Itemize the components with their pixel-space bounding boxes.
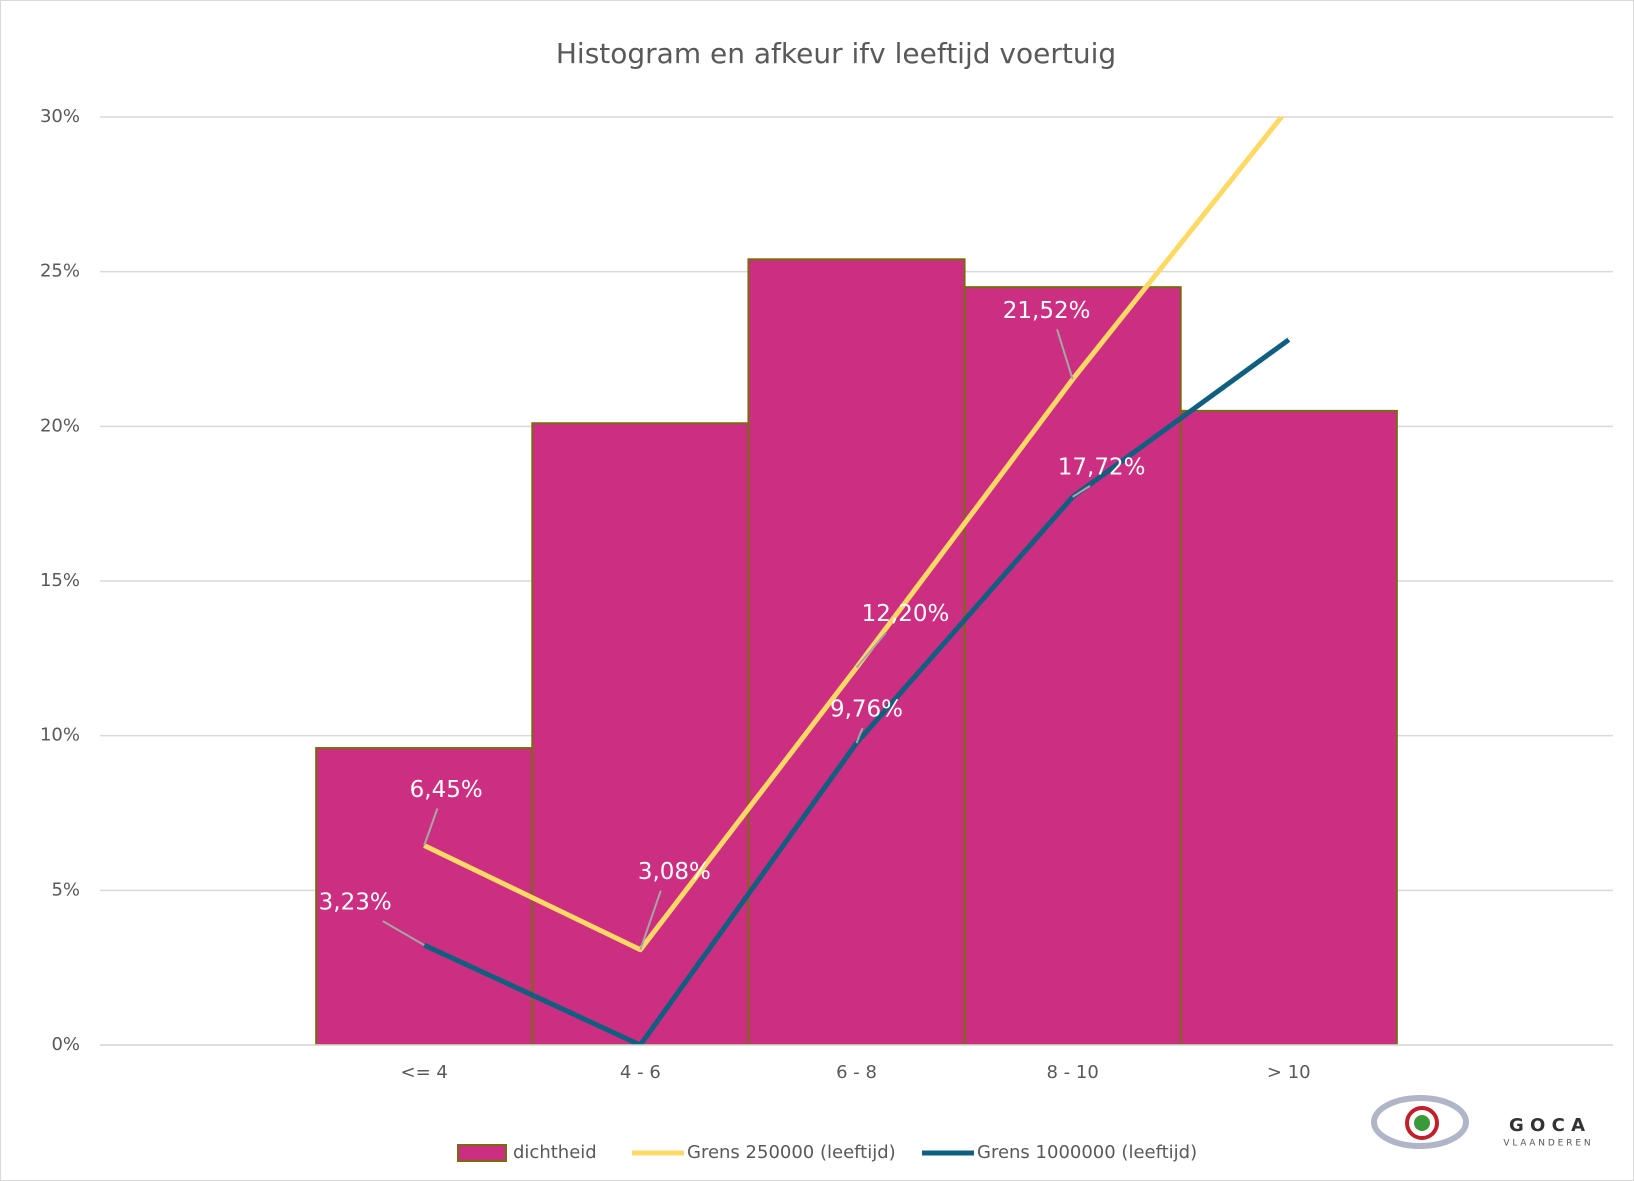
x-tick-label: > 10 <box>1267 1062 1311 1083</box>
legend-label: Grens 250000 (leeftijd) <box>687 1142 896 1163</box>
bar <box>1179 409 1398 1045</box>
logo-text: G O C A <box>1509 1115 1585 1136</box>
leader-line <box>639 890 662 951</box>
logo-sub: V L A A N D E R E N <box>1503 1139 1590 1149</box>
y-tick-label: 10% <box>40 725 80 746</box>
data-label: 3,23% <box>319 890 392 916</box>
leader-line <box>855 727 864 744</box>
data-label: 3,08% <box>638 859 711 885</box>
leader-line <box>423 808 439 846</box>
y-tick-label: 30% <box>40 106 80 127</box>
plot-area <box>315 117 1398 1045</box>
y-tick-label: 0% <box>51 1034 80 1055</box>
chart-title: Histogram en afkeur ifv leeftijd voertui… <box>556 37 1116 70</box>
y-tick-label: 5% <box>51 879 80 900</box>
data-label: 17,72% <box>1058 454 1146 480</box>
y-tick-label: 20% <box>40 415 80 436</box>
x-tick-label: 8 - 10 <box>1046 1062 1098 1083</box>
data-label: 12,20% <box>862 601 950 627</box>
logo: G O C A V L A A N D E R E N <box>1371 1095 1591 1149</box>
bar <box>963 286 1182 1045</box>
bar <box>747 258 966 1045</box>
x-tick-label: <= 4 <box>401 1062 448 1083</box>
logo-pupil <box>1414 1115 1430 1131</box>
leader-line <box>855 631 887 669</box>
legend-swatch <box>457 1144 507 1162</box>
legend-label: dichtheid <box>513 1142 597 1163</box>
data-label: 21,52% <box>1003 298 1091 324</box>
leader-line <box>1056 329 1074 380</box>
data-label: 6,45% <box>410 777 483 803</box>
leader-line <box>1072 485 1091 498</box>
leader-line <box>382 920 425 946</box>
y-tick-label: 25% <box>40 261 80 282</box>
y-tick-label: 15% <box>40 570 80 591</box>
logo-ring <box>1371 1095 1469 1149</box>
data-label: 9,76% <box>830 697 903 723</box>
x-tick-label: 4 - 6 <box>620 1062 661 1083</box>
x-tick-label: 6 - 8 <box>836 1062 877 1083</box>
legend-label: Grens 1000000 (leeftijd) <box>977 1142 1197 1163</box>
